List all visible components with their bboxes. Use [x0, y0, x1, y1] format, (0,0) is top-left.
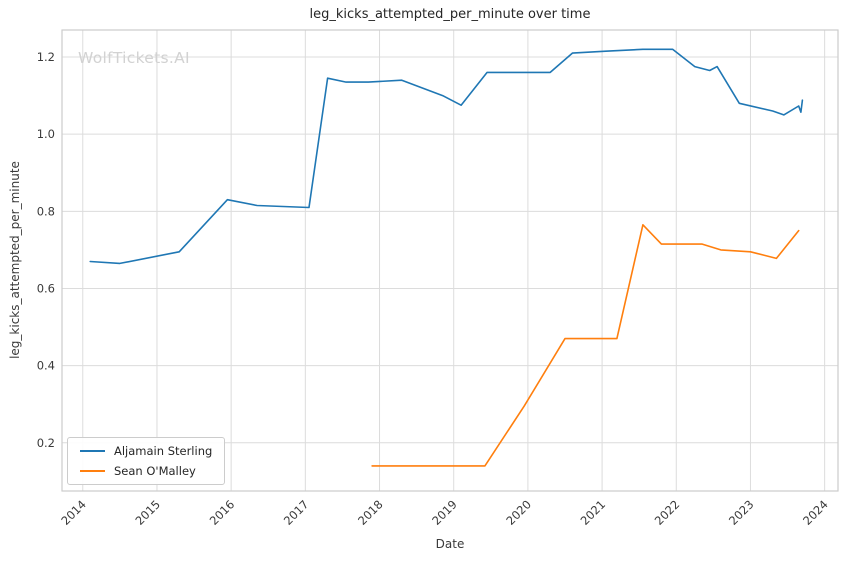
legend-label-omalley: Sean O'Malley: [114, 464, 196, 478]
y-tick-label: 0.2: [37, 436, 55, 450]
legend-swatch: [80, 470, 105, 472]
chart-title: leg_kicks_attempted_per_minute over time: [309, 7, 591, 22]
x-tick-label: 2021: [578, 497, 609, 528]
plot-border: [61, 29, 839, 492]
legend-swatch: [80, 450, 105, 452]
series-line-sterling: [89, 48, 804, 265]
x-axis-label: Date: [435, 537, 465, 551]
x-tick-label: 2024: [800, 497, 831, 528]
x-tick-label: 2023: [726, 497, 757, 528]
legend-item-omalley: Sean O'Malley: [80, 464, 212, 478]
watermark: WolfTickets.AI: [78, 49, 190, 67]
y-tick-label: 1.0: [37, 127, 55, 141]
x-tick-label: 2018: [355, 497, 386, 528]
x-tick-label: 2015: [132, 497, 163, 528]
legend-label-sterling: Aljamain Sterling: [114, 444, 213, 458]
y-tick-label: 0.6: [37, 281, 55, 295]
x-tick-label: 2022: [652, 497, 683, 528]
legend-item-sterling: Aljamain Sterling: [80, 444, 212, 458]
y-tick-label: 0.4: [37, 359, 55, 373]
x-tick-label: 2014: [58, 497, 89, 528]
legend: Aljamain Sterling Sean O'Malley: [67, 437, 226, 485]
x-tick-label: 2020: [503, 497, 534, 528]
y-axis-label: leg_kicks_attempted_per_minute: [8, 161, 22, 359]
x-tick-label: 2019: [429, 497, 460, 528]
y-tick-label: 1.2: [37, 50, 55, 64]
x-tick-label: 2017: [281, 497, 312, 528]
series-line-omalley: [371, 224, 800, 467]
x-tick-label: 2016: [207, 497, 238, 528]
y-tick-label: 0.8: [37, 204, 55, 218]
